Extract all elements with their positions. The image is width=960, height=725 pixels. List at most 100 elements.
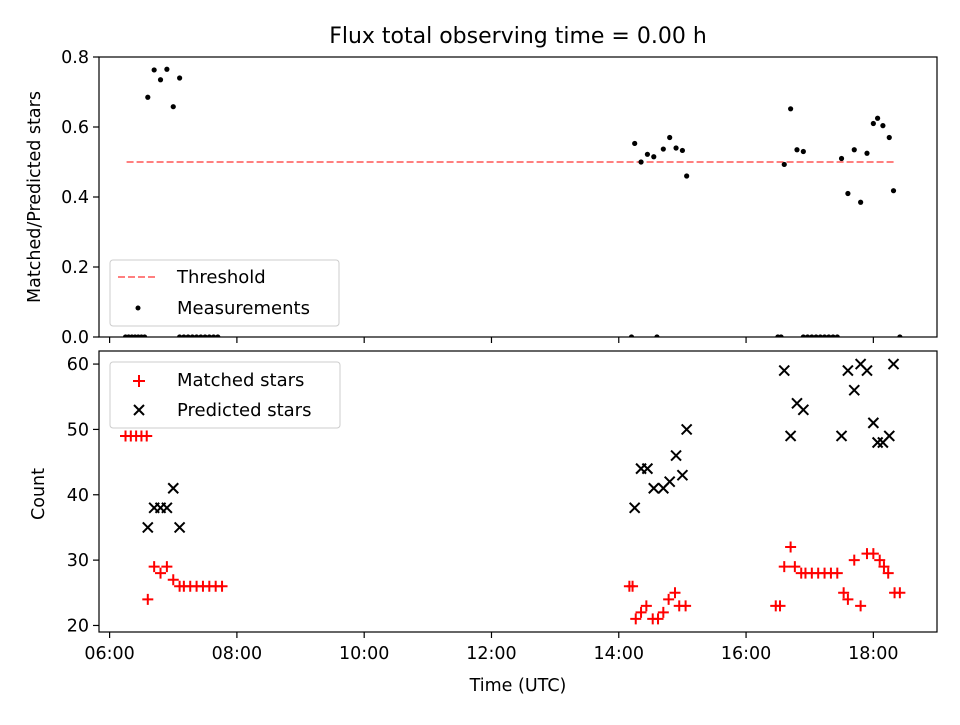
measurement-point [794, 147, 800, 153]
measurement-point [813, 334, 819, 337]
matched-star-point [874, 554, 886, 566]
predicted-star-point [670, 449, 682, 462]
measurement-point [181, 334, 187, 337]
measurement-point [157, 77, 164, 83]
legend-matched-swatch [133, 375, 145, 387]
measurement-point [800, 148, 806, 155]
measurement-point [821, 334, 828, 337]
measurement-point [890, 188, 897, 194]
bottom-plot-area [120, 358, 906, 625]
matched-star-point [785, 541, 797, 553]
measurement-point [679, 147, 686, 154]
measurement-point [880, 123, 886, 129]
measurement-point [151, 67, 157, 73]
measurement-point [830, 334, 836, 337]
measurement-point [193, 334, 200, 337]
x-axis-label: Time (UTC) [469, 676, 567, 696]
bottom-legend-frame [109, 361, 341, 429]
predicted-star-point [142, 521, 154, 534]
matched-star-point [657, 606, 669, 618]
measurement-point [202, 334, 208, 337]
measurement-point [834, 334, 840, 337]
predicted-star-point [842, 364, 854, 377]
measurement-point [778, 334, 784, 337]
x-tick-label: 08:00 [212, 644, 262, 664]
measurement-point [638, 159, 644, 165]
legend-measurements-swatch [135, 305, 141, 311]
bottom-y-tick-label: 50 [67, 420, 89, 440]
measurement-point [804, 334, 811, 337]
measurement-point [651, 154, 657, 160]
measurement-point [660, 146, 666, 152]
matched-star-point [141, 430, 153, 442]
measurement-point [838, 155, 845, 162]
measurement-point [632, 140, 638, 147]
measurement-point [788, 106, 794, 112]
predicted-star-point [887, 358, 900, 370]
measurement-point [826, 334, 832, 337]
predicted-star-point [784, 430, 797, 442]
measurement-point [886, 134, 892, 141]
matched-star-point [855, 600, 867, 612]
bottom-legend: Matched stars Predicted stars [109, 361, 341, 429]
matched-star-point [848, 554, 860, 566]
measurement-point [189, 334, 195, 337]
predicted-star-point [883, 430, 895, 442]
x-tick-label: 14:00 [594, 644, 644, 664]
x-tick-label: 12:00 [466, 644, 516, 664]
matched-star-point [652, 613, 664, 625]
predicted-star-point [778, 364, 790, 377]
matched-star-point [894, 587, 906, 599]
legend-threshold-label: Threshold [176, 267, 266, 288]
measurement-point [667, 134, 673, 141]
matched-star-point [680, 600, 692, 612]
predicted-star-point [167, 482, 179, 494]
predicted-star-point [676, 469, 689, 481]
measurement-point [817, 334, 823, 337]
top-y-tick-label: 0.6 [61, 118, 89, 138]
measurement-point [654, 334, 660, 337]
measurement-point [858, 199, 864, 205]
measurement-point [145, 94, 151, 100]
matched-star-point [630, 613, 642, 625]
legend-measurements-label: Measurements [177, 298, 310, 319]
measurement-point [870, 120, 876, 127]
matched-star-point [663, 593, 675, 605]
top-y-tick-label: 0.8 [61, 48, 89, 68]
top-y-axis-label: Matched/Predicted stars [25, 91, 45, 303]
matched-star-point [669, 587, 681, 599]
predicted-star-point [848, 384, 860, 396]
predicted-star-point [173, 521, 186, 534]
measurement-point [215, 334, 221, 337]
matched-star-point [778, 561, 790, 573]
axes-layer: 0.0 0.2 0.4 0.6 0.8 20 30 40 50 60 06:00 08:00 10:00… [61, 48, 938, 664]
x-tick-label: 06:00 [84, 644, 134, 664]
matched-star-point [774, 600, 786, 612]
measurement-point [164, 66, 170, 72]
top-y-tick-label: 0.0 [61, 328, 89, 348]
legend-matched-label: Matched stars [177, 370, 304, 391]
measurement-point [210, 334, 217, 337]
legend-predicted-label: Predicted stars [177, 400, 311, 421]
measurement-point [185, 334, 191, 337]
measurement-point [177, 75, 183, 81]
matched-star-point [155, 567, 167, 579]
matched-star-point [789, 561, 801, 573]
top-legend: Threshold Measurements [109, 259, 340, 327]
x-tick-label: 10:00 [339, 644, 389, 664]
matched-star-point [167, 574, 179, 586]
matched-star-point [842, 593, 854, 605]
x-tick-label: 16:00 [721, 644, 771, 664]
predicted-star-point [648, 482, 660, 494]
chart-title: Flux total observing time = 0.00 h [329, 24, 707, 49]
measurement-point [177, 334, 183, 337]
measurement-point [874, 115, 881, 121]
measurement-point [897, 334, 903, 337]
measurement-point [781, 161, 787, 168]
bottom-y-tick-label: 60 [67, 355, 89, 375]
predicted-star-point [861, 364, 873, 377]
measurement-point [800, 334, 806, 337]
predicted-star-point [663, 475, 676, 488]
